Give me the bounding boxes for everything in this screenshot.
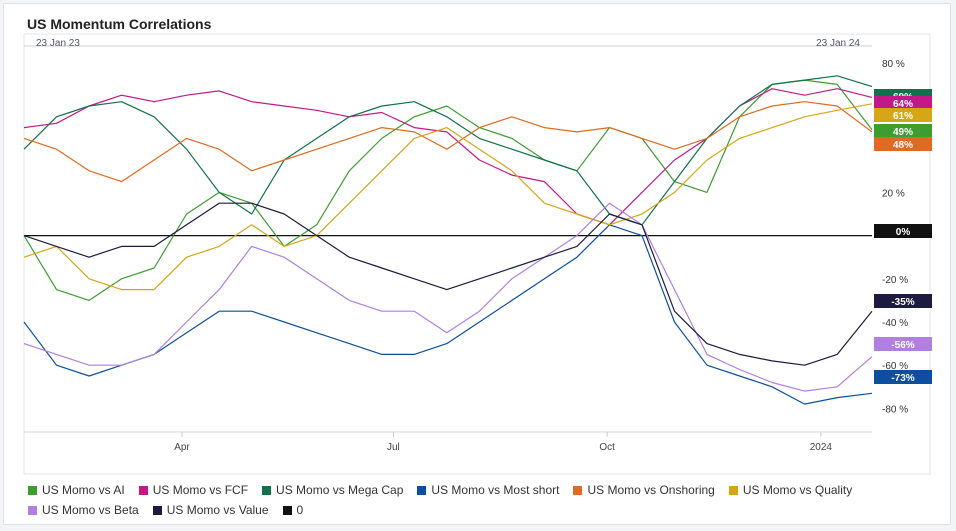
end-label-badge — [874, 108, 932, 122]
legend-label: US Momo vs AI — [42, 483, 125, 497]
legend-item[interactable]: US Momo vs Mega Cap — [262, 483, 403, 497]
legend-swatch — [28, 505, 37, 515]
end-label-text: 48% — [893, 140, 913, 151]
end-label-badge — [874, 96, 932, 110]
legend-swatch — [573, 485, 583, 495]
series-line-us-momo-vs-beta — [23, 202, 873, 392]
legend-label: US Momo vs Most short — [431, 483, 560, 497]
y-tick-label: -40 % — [882, 318, 908, 329]
series-line-us-momo-vs-onshoring — [23, 101, 873, 183]
legend-item[interactable]: US Momo vs Beta — [28, 503, 139, 517]
legend-item[interactable]: US Momo vs AI — [28, 483, 125, 497]
legend-item[interactable]: US Momo vs Value — [152, 503, 269, 517]
x-tick-label: Apr — [174, 442, 190, 453]
end-label-badge — [874, 124, 932, 138]
end-label-text: -35% — [891, 297, 914, 308]
end-label-badge — [874, 224, 932, 238]
legend-label: US Momo vs Quality — [742, 483, 853, 497]
x-tick-label: Oct — [599, 442, 615, 453]
legend-item[interactable]: 0 — [282, 503, 304, 517]
x-tick-label: 2024 — [810, 442, 833, 453]
end-label-badge — [874, 137, 932, 151]
x-tick-label: Jul — [387, 442, 400, 453]
legend-row: US Momo vs AI US Momo vs FCF US Momo vs Me… — [28, 480, 928, 500]
legend-swatch — [152, 505, 162, 515]
y-tick-label: -80 % — [882, 404, 908, 415]
legend-item[interactable]: US Momo vs Onshoring — [573, 483, 715, 497]
y-tick-label: 20 % — [882, 188, 905, 199]
legend-swatch — [28, 485, 37, 495]
legend-swatch — [138, 485, 148, 495]
series-line-us-momo-vs-quality — [23, 103, 873, 291]
legend-swatch — [282, 505, 292, 515]
end-label-text: -73% — [891, 373, 914, 384]
legend-item[interactable]: US Momo vs FCF — [138, 483, 249, 497]
x-start-label: 23 Jan 23 — [36, 38, 80, 49]
legend-label: US Momo vs FCF — [152, 483, 249, 497]
end-label-text: 64% — [893, 99, 913, 110]
y-tick-label: 80 % — [882, 59, 905, 70]
y-tick-label: -60 % — [882, 361, 908, 372]
end-label-text: 0% — [896, 227, 911, 238]
end-label-text: 61% — [893, 111, 913, 122]
end-label-badge — [874, 370, 932, 384]
chart-legend: US Momo vs AI US Momo vs FCF US Momo vs Me… — [28, 480, 928, 520]
chart-title: US Momentum Correlations — [27, 16, 212, 32]
end-label-badge — [874, 337, 932, 351]
legend-swatch — [262, 485, 272, 495]
legend-label: US Momo vs Onshoring — [587, 483, 715, 497]
legend-item[interactable]: US Momo vs Quality — [728, 483, 853, 497]
legend-swatch — [728, 485, 738, 495]
plot-frame — [23, 33, 931, 475]
series-line-us-momo-vs-value — [23, 202, 873, 366]
series-line-us-momo-vs-ai — [23, 79, 873, 301]
legend-swatch — [417, 485, 427, 495]
series-line-us-momo-vs-most-short — [23, 224, 873, 405]
end-label-badge — [874, 294, 932, 308]
legend-label: US Momo vs Mega Cap — [276, 483, 404, 497]
legend-item[interactable]: US Momo vs Most short — [417, 483, 559, 497]
series-line-us-momo-vs-mega-cap — [23, 75, 873, 226]
legend-row: US Momo vs Beta US Momo vs Value 0 — [28, 500, 928, 520]
y-tick-label: -20 % — [882, 275, 908, 286]
legend-label: 0 — [296, 503, 304, 517]
end-label-text: -56% — [891, 340, 914, 351]
legend-label: US Momo vs Beta — [42, 503, 139, 517]
end-label-text: 49% — [893, 127, 913, 138]
x-end-label: 23 Jan 24 — [816, 38, 860, 49]
legend-label: US Momo vs Value — [166, 503, 269, 517]
